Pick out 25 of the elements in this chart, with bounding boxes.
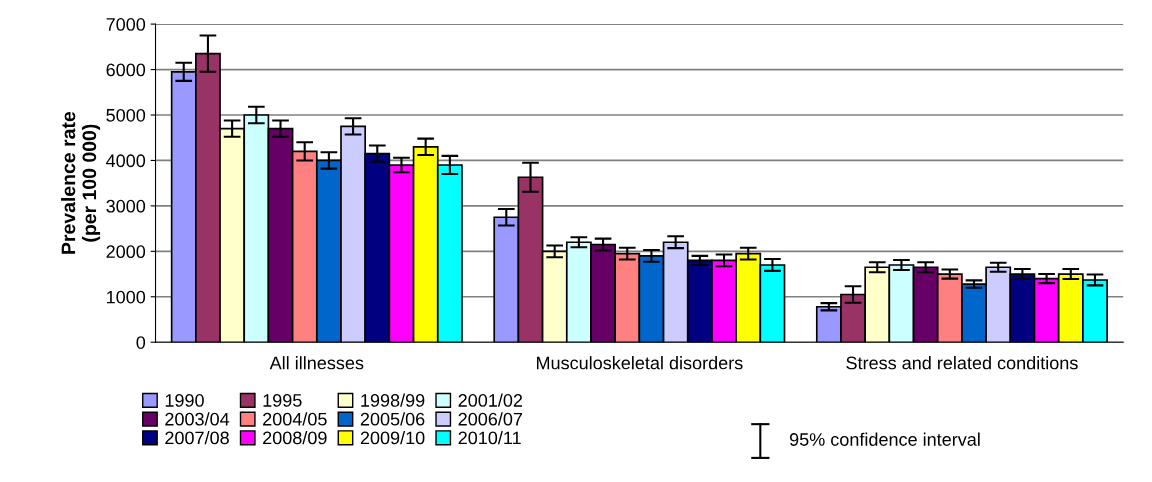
legend-label: 2003/04 [165, 412, 230, 426]
y-tick-label: 2000 [106, 245, 146, 259]
y-tick-label: 1000 [107, 290, 146, 304]
y-tick-label: 5000 [106, 108, 146, 122]
x-tick-label: Musculoskeletal disorders [536, 356, 743, 370]
text: 95% confidence interval [789, 432, 980, 446]
legend-label: 2001/02 [458, 393, 523, 407]
legend-label: 2008/09 [263, 431, 327, 445]
legend-label: 1998/99 [361, 393, 425, 407]
legend-label: 2009/10 [360, 431, 425, 445]
legend-label: 2006/07 [458, 412, 523, 426]
y-tick-label: 0 [136, 336, 146, 349]
y-tick-label: 6000 [106, 63, 146, 77]
x-tick-label: Stress and related conditions [846, 356, 1078, 370]
legend-label: 1995 [263, 394, 302, 407]
y-tick-label: 3000 [106, 199, 146, 213]
y-tick-label: 4000 [106, 154, 146, 168]
y-axis-title: Prevalence rate (per 100 000) [61, 111, 101, 254]
y-tick-label: 7000 [106, 18, 146, 31]
legend-label: 2007/08 [165, 431, 229, 445]
legend-label: 2004/05 [263, 412, 327, 426]
legend-label: 2010/11 [458, 431, 521, 445]
x-tick-label: All illnesses [269, 356, 364, 370]
legend-label: 1990 [165, 394, 204, 407]
legend-label: 2005/06 [360, 412, 425, 426]
